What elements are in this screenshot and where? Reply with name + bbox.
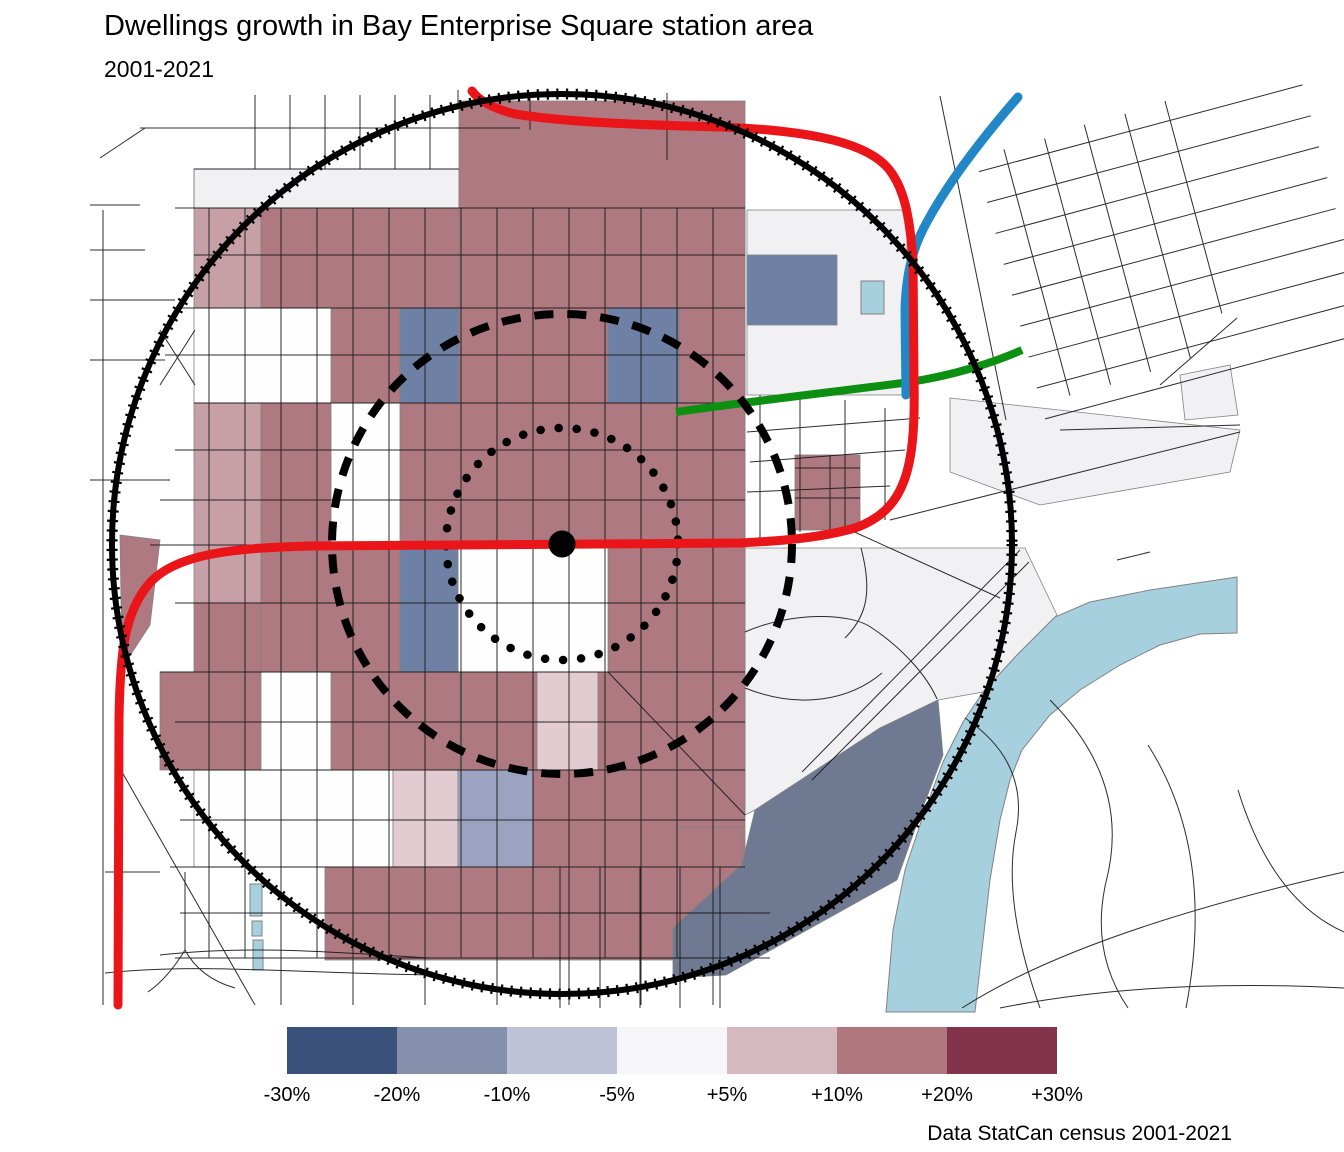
legend-swatch [617,1027,727,1074]
station-marker [548,530,576,558]
legend-label: -30% [263,1084,311,1106]
figure-title: Dwellings growth in Bay Enterprise Squar… [104,10,814,42]
attribution: Data StatCan census 2001-2021 [927,1122,1232,1145]
legend-color-ramp [287,1027,1057,1074]
red-transit-line [113,86,919,1010]
legend-label: +5% [706,1084,748,1106]
legend-swatch [287,1027,397,1074]
river [249,280,1238,1013]
blue-transit-line [900,92,1023,400]
creek [249,883,264,971]
legend-label: -5% [599,1084,635,1106]
legend-swatch [397,1027,507,1074]
outer-buffer-circle [106,88,1018,1000]
legend-swatch [947,1027,1057,1074]
legend-label: +20% [921,1084,973,1106]
legend-swatch [727,1027,837,1074]
legend: -30% -20% -10% -5% +5% +10% +20% +30% [264,1027,1083,1117]
legend-label: -20% [373,1084,421,1106]
legend-label: +10% [811,1084,863,1106]
legend-label: +30% [1031,1084,1083,1106]
census-tracts [119,100,1241,979]
legend-swatch [507,1027,617,1074]
legend-swatch [837,1027,947,1074]
pond [860,280,885,315]
middle-buffer-circle [328,310,796,778]
legend-label: -10% [483,1084,531,1106]
legend-labels: -30% -20% -10% -5% +5% +10% +20% +30% [264,1084,1083,1112]
figure-subtitle: 2001-2021 [104,56,214,82]
